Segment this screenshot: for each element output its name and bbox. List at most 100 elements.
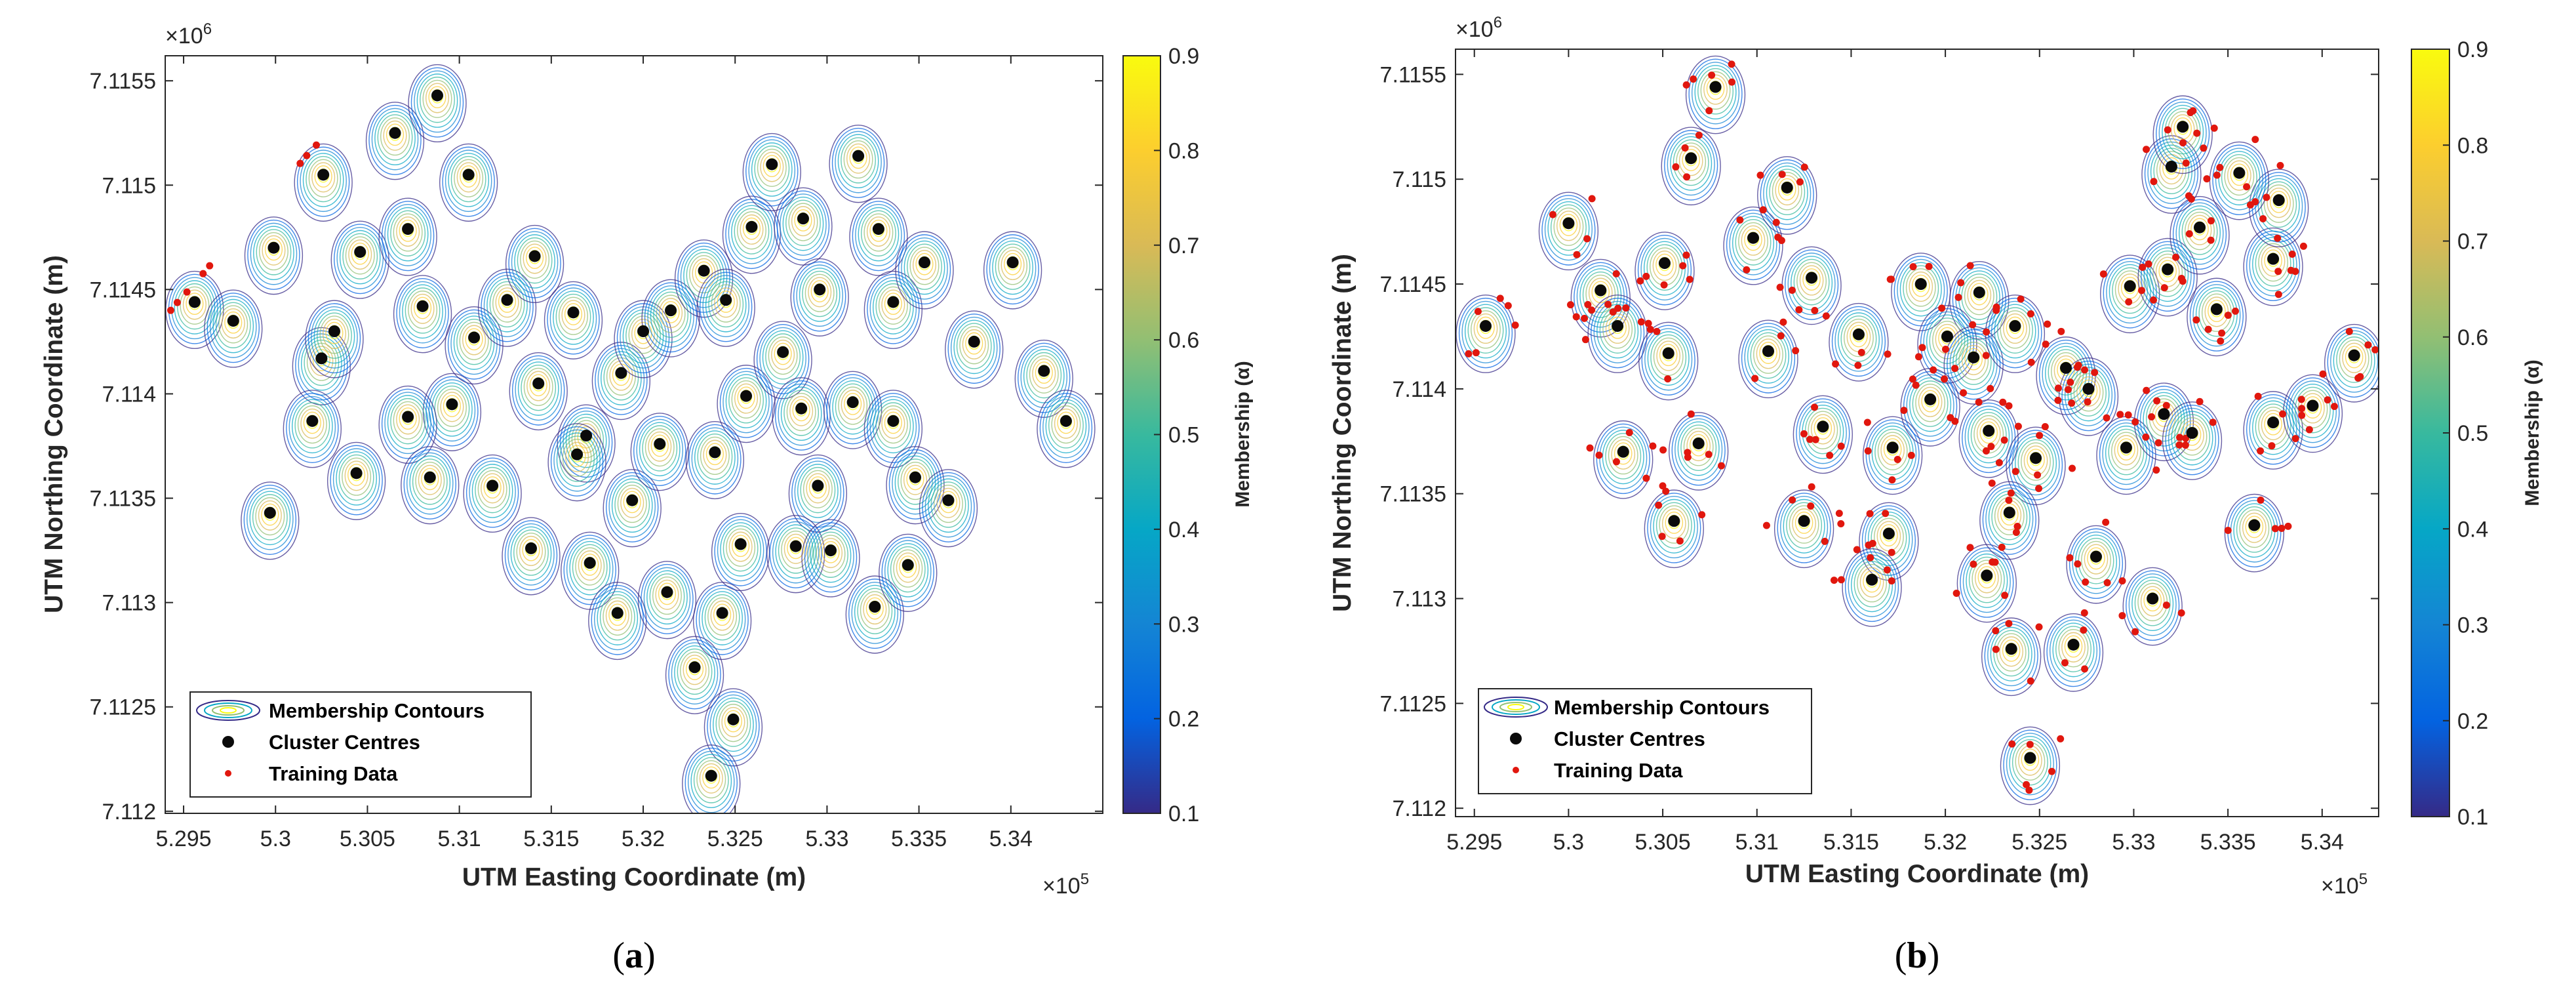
training-point (2254, 392, 2262, 400)
membership-contour (794, 460, 842, 523)
membership-contour (1635, 232, 1695, 310)
membership-contour (881, 537, 935, 607)
membership-contour (1861, 505, 1916, 576)
membership-contour (1772, 172, 1802, 211)
cluster-centre-points (1479, 81, 2360, 764)
membership-contour (813, 531, 848, 578)
training-point (1830, 577, 1838, 584)
membership-contour (894, 455, 936, 510)
legend-label-centres: Cluster Centres (1554, 727, 1705, 750)
membership-contour (460, 165, 478, 188)
training-point (1622, 304, 1630, 312)
membership-contour (437, 388, 467, 427)
training-point (2364, 341, 2372, 349)
membership-contour (311, 162, 336, 193)
membership-contour (422, 79, 452, 118)
membership-contour (507, 523, 555, 586)
membership-contour (1553, 207, 1584, 246)
membership-contour (849, 197, 908, 276)
membership-contour (774, 187, 833, 266)
training-point (2035, 485, 2043, 493)
colorbar-tick-label: 0.3 (1168, 612, 1199, 637)
y-exponent: ×106 (1456, 14, 1502, 42)
membership-contour (1766, 165, 1808, 220)
membership-contour (2201, 293, 2232, 332)
membership-contour (1871, 514, 1907, 561)
membership-contour (696, 584, 749, 655)
membership-contour (258, 500, 282, 531)
training-point (1837, 520, 1845, 528)
membership-contour (705, 443, 724, 466)
membership-contour (704, 594, 740, 641)
membership-contour (286, 392, 339, 463)
membership-contour (2264, 413, 2282, 436)
membership-contour (1863, 570, 1881, 593)
membership-contour (565, 441, 589, 472)
cluster-centre (626, 494, 639, 506)
membership-contour (204, 289, 263, 368)
cluster-centre (567, 306, 580, 319)
membership-contour (803, 470, 833, 508)
training-point (1636, 277, 1644, 285)
membership-contour (2339, 339, 2369, 378)
training-point (2232, 307, 2240, 315)
membership-contour (381, 201, 435, 272)
membership-contour (559, 296, 588, 335)
membership-contour (1605, 433, 1642, 479)
membership-contour (2208, 300, 2226, 323)
cluster-centre (1562, 217, 1575, 230)
membership-contour (1906, 374, 1954, 437)
membership-contour (1023, 349, 1065, 403)
training-point (1581, 336, 1589, 344)
membership-contour (1686, 430, 1711, 462)
membership-contour (1653, 498, 1695, 554)
membership-contour (685, 658, 704, 680)
membership-contour (1591, 297, 1645, 369)
training-point (2274, 234, 2282, 242)
membership-contour (873, 399, 914, 454)
training-point (2044, 320, 2051, 328)
membership-contour (769, 518, 822, 588)
membership-contour (442, 146, 495, 217)
training-point (2305, 426, 2313, 434)
membership-contour (2245, 516, 2264, 539)
membership-contour (2156, 98, 2210, 169)
membership-contour (547, 423, 606, 502)
training-point (1930, 366, 1937, 374)
membership-contour (258, 232, 288, 271)
membership-contour (2021, 442, 2051, 481)
membership-contour (2058, 357, 2119, 436)
membership-contour (1605, 313, 1630, 344)
training-point (2278, 524, 2286, 532)
membership-contour (644, 428, 675, 467)
membership-contour (250, 222, 298, 285)
membership-contour (1996, 307, 2033, 354)
membership-contour (2327, 327, 2379, 398)
membership-contour (1831, 306, 1886, 377)
membership-contour (2067, 367, 2110, 422)
membership-contour (1473, 313, 1498, 344)
membership-contour (854, 584, 896, 640)
training-point (1982, 447, 1990, 455)
membership-contour (1637, 235, 1692, 306)
membership-contour (2190, 218, 2209, 241)
membership-contour (1054, 408, 1078, 439)
membership-contour (312, 349, 330, 371)
x-tick-label: 5.33 (805, 826, 848, 851)
training-point (1664, 375, 1672, 383)
membership-contour (835, 131, 882, 193)
training-point (2066, 554, 2074, 561)
membership-contour (628, 315, 658, 354)
training-point (1998, 543, 2006, 551)
membership-contour (593, 588, 641, 651)
membership-contour (403, 449, 456, 519)
legend-label-contours: Membership Contours (1554, 696, 1770, 719)
cluster-centre (1668, 515, 1680, 527)
membership-contour (742, 217, 761, 240)
membership-contour (1741, 225, 1766, 256)
legend-label-training: Training Data (269, 762, 398, 785)
training-point (2213, 171, 2221, 179)
membership-contour (823, 371, 882, 449)
x-tick-label: 5.31 (1735, 830, 1779, 855)
training-point (1662, 487, 1670, 495)
